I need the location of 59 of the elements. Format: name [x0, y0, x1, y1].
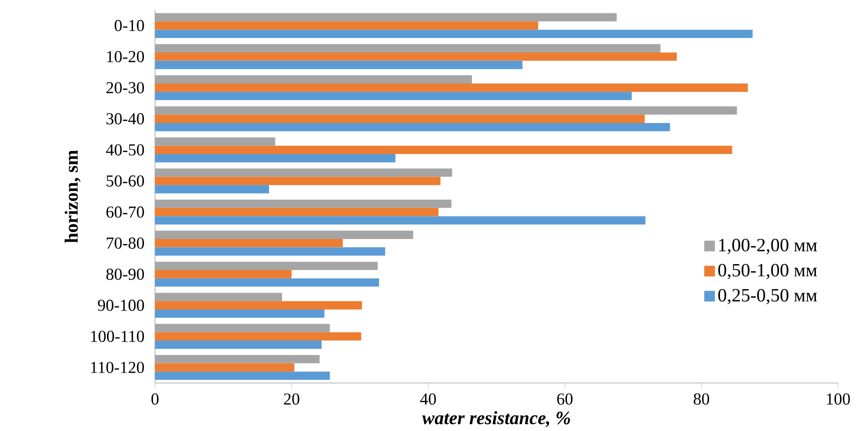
- bar: [155, 199, 452, 208]
- bar: [155, 340, 322, 349]
- bar: [155, 216, 646, 224]
- bar: [155, 176, 440, 185]
- y-tick-label: 0-10: [114, 20, 144, 31]
- y-tick-label: 110-120: [91, 362, 144, 373]
- bar: [155, 52, 677, 61]
- y-axis-title: horizon, sm: [64, 150, 81, 243]
- y-tick-label: 10-20: [107, 50, 144, 62]
- legend-label: 1,00-2,00 мм: [719, 238, 817, 254]
- bar: [155, 83, 748, 92]
- bar: [155, 238, 343, 248]
- bar: [155, 21, 538, 30]
- y-tick-label: 50-60: [106, 175, 144, 186]
- bar: [155, 184, 270, 194]
- bar: [155, 29, 753, 38]
- bar: [155, 332, 362, 340]
- bar: [155, 12, 617, 22]
- y-tick-label: 70-80: [106, 237, 144, 249]
- bar: [155, 60, 522, 69]
- y-tick-label: 20-30: [106, 82, 144, 94]
- x-tick-label: 0: [151, 393, 159, 404]
- x-tick-label: 60: [557, 393, 573, 404]
- bar: [155, 106, 737, 114]
- bar: [155, 354, 320, 364]
- x-tick-label: 80: [694, 393, 710, 404]
- bar: [155, 262, 378, 270]
- bar: [155, 154, 396, 162]
- y-tick-label: 30-40: [106, 112, 144, 124]
- y-tick-label: 90-100: [98, 299, 144, 311]
- bar: [155, 300, 362, 310]
- legend-label: 0,50-1,00 мм: [718, 264, 817, 279]
- bar: [155, 168, 452, 177]
- x-tick-label: 100: [826, 393, 850, 404]
- bar: [155, 278, 380, 286]
- bar: [155, 324, 330, 332]
- x-axis-title: water resistance, %: [422, 410, 570, 427]
- bar: [155, 208, 438, 216]
- y-tick-label: 40-50: [106, 144, 144, 156]
- y-tick-label: 100-110: [91, 330, 144, 342]
- bar: [155, 309, 324, 318]
- bar: [155, 44, 660, 52]
- bar: [155, 122, 670, 132]
- bar: [155, 363, 294, 372]
- bar: [155, 114, 645, 123]
- bar: [155, 230, 414, 239]
- bar: [155, 292, 282, 301]
- y-tick-label: 60-70: [106, 206, 144, 218]
- bar: [155, 146, 732, 154]
- bar: [155, 137, 276, 146]
- bar: [155, 75, 472, 84]
- bar: [155, 371, 330, 380]
- x-tick-label: 20: [284, 393, 300, 404]
- bar: [155, 92, 632, 100]
- bar: [155, 270, 292, 278]
- x-tick-label: 40: [420, 393, 436, 404]
- bar: [155, 247, 386, 256]
- y-tick-label: 80-90: [106, 268, 144, 280]
- legend-label: 0,25-0,50 мм: [718, 288, 817, 304]
